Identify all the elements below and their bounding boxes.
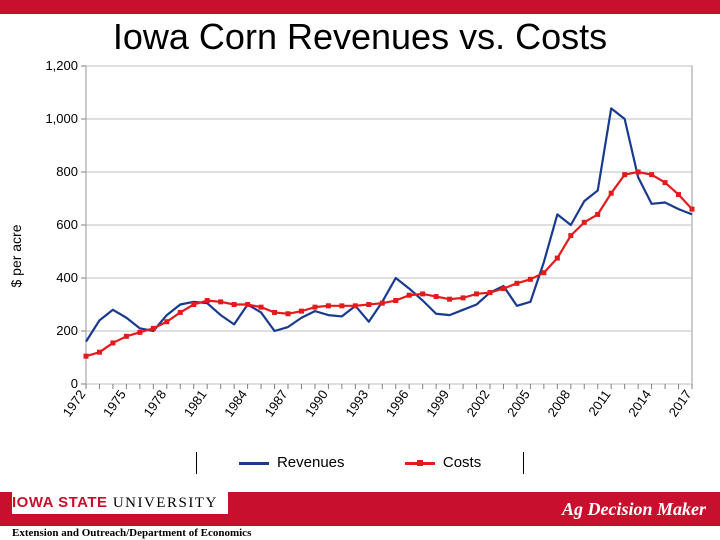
y-axis-label: $ per acre xyxy=(8,224,24,287)
footer-subline-row: Extension and Outreach/Department of Eco… xyxy=(0,526,720,540)
svg-text:2014: 2014 xyxy=(625,387,654,419)
slide-title: Iowa Corn Revenues vs. Costs xyxy=(0,16,720,58)
svg-text:1987: 1987 xyxy=(262,387,291,419)
chart-legend: Revenues Costs xyxy=(0,452,720,474)
svg-text:1972: 1972 xyxy=(60,387,89,419)
svg-text:1,200: 1,200 xyxy=(45,60,78,73)
brand-wordmark: IOWA STATE UNIVERSITY xyxy=(12,488,228,514)
svg-text:1981: 1981 xyxy=(181,387,210,419)
legend-swatch-costs xyxy=(405,462,435,465)
svg-text:1984: 1984 xyxy=(221,387,250,419)
svg-text:1975: 1975 xyxy=(100,387,129,419)
svg-text:2017: 2017 xyxy=(666,387,695,419)
brand-bold: IOWA STATE xyxy=(12,494,108,511)
legend-swatch-revenues xyxy=(239,462,269,465)
svg-text:800: 800 xyxy=(56,164,78,179)
legend-separator xyxy=(523,452,524,474)
svg-text:2011: 2011 xyxy=(585,387,613,419)
svg-text:1,000: 1,000 xyxy=(45,111,78,126)
brand-right: Ag Decision Maker xyxy=(562,499,706,520)
legend-label-costs: Costs xyxy=(443,454,481,471)
svg-text:200: 200 xyxy=(56,323,78,338)
legend-item-revenues: Revenues xyxy=(239,454,345,471)
legend-item-costs: Costs xyxy=(405,454,482,471)
svg-text:1990: 1990 xyxy=(302,387,331,419)
svg-text:1999: 1999 xyxy=(423,387,452,419)
svg-text:400: 400 xyxy=(56,270,78,285)
svg-text:1996: 1996 xyxy=(383,387,412,419)
footer-subline: Extension and Outreach/Department of Eco… xyxy=(12,527,251,539)
chart-svg: 02004006008001,0001,20019721975197819811… xyxy=(24,60,696,452)
svg-text:2002: 2002 xyxy=(464,387,493,419)
legend-label-revenues: Revenues xyxy=(277,454,345,471)
svg-text:1993: 1993 xyxy=(342,387,371,419)
legend-separator xyxy=(196,452,197,474)
revenue-cost-chart: $ per acre 02004006008001,0001,200197219… xyxy=(24,60,696,452)
svg-text:600: 600 xyxy=(56,217,78,232)
slide: Iowa Corn Revenues vs. Costs $ per acre … xyxy=(0,0,720,540)
footer-bar: IOWA STATE UNIVERSITY Ag Decision Maker xyxy=(0,492,720,526)
svg-text:2008: 2008 xyxy=(544,387,573,419)
footer: IOWA STATE UNIVERSITY Ag Decision Maker … xyxy=(0,492,720,540)
svg-text:1978: 1978 xyxy=(140,387,169,419)
top-accent-bar xyxy=(0,0,720,14)
svg-text:2005: 2005 xyxy=(504,387,533,419)
brand-thin: UNIVERSITY xyxy=(108,495,218,511)
